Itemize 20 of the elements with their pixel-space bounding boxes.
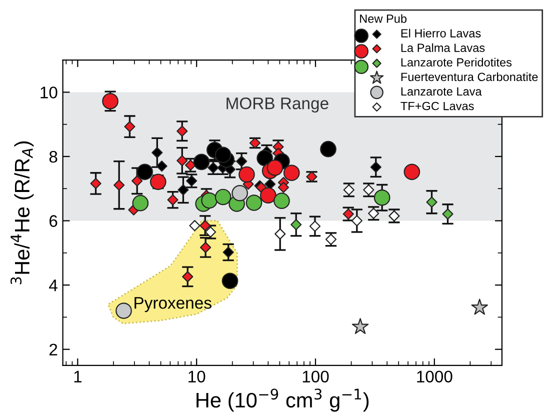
legend-label: El Hierro Lavas (401, 28, 481, 38)
band-label: MORB Range (226, 97, 328, 113)
legend-label: Fuerteventura Carbonatite (401, 72, 538, 82)
legend-title: New Pub (360, 14, 406, 23)
y-axis-title: $^{3}$He/$^{4}$He (R/R$_{A}$) (10, 141, 34, 284)
annotation: Pyroxenes (134, 297, 212, 312)
x-axis-title: He (10$^{−9}$ cm$^{3}$ g$^{−1}$) (196, 388, 369, 412)
y-tick-label: 10 (40, 86, 58, 98)
y-tick-label: 6 (50, 215, 58, 227)
x-tick-label: 1 (74, 370, 82, 382)
legend-label: Lanzarote Lava (401, 87, 482, 96)
y-tick-label: 2 (50, 344, 58, 356)
legend-label: Lanzarote Peridotites (401, 58, 512, 67)
y-tick-label: 4 (49, 280, 58, 292)
x-tick-label: 100 (302, 370, 329, 383)
x-tick-label: 10 (188, 370, 206, 383)
x-tick-label: 1000 (417, 370, 452, 383)
y-tick-label: 8 (49, 150, 58, 163)
legend-label: TF+GC Lavas (400, 102, 474, 110)
legend-label: La Palma Lavas (401, 43, 485, 52)
